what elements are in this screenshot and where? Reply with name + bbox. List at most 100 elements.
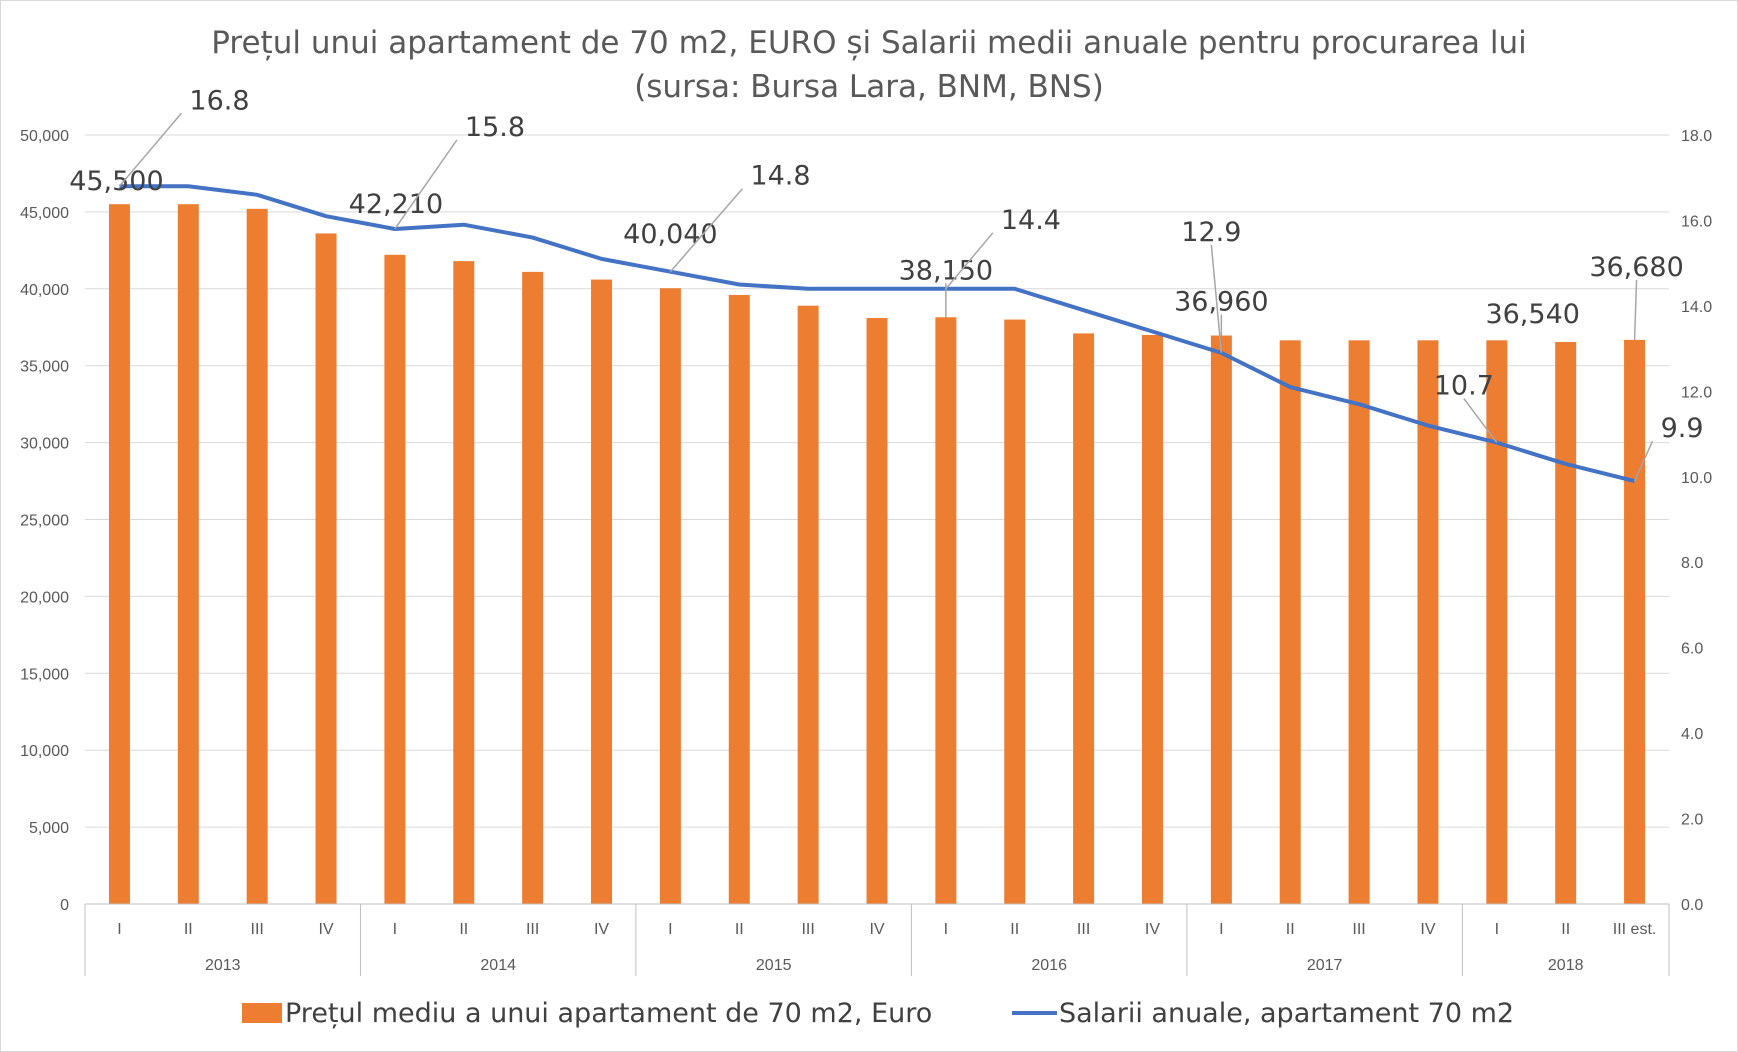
legend: Prețul mediu a unui apartament de 70 m2,… bbox=[242, 998, 1514, 1029]
chart-subtitle: (sursa: Bursa Lara, BNM, BNS) bbox=[634, 69, 1104, 105]
year-label: 2017 bbox=[1307, 957, 1343, 974]
data-label-leader bbox=[1210, 244, 1223, 353]
data-label: 36,540 bbox=[1485, 299, 1579, 330]
data-label: 10.7 bbox=[1434, 371, 1494, 402]
left-axis-tick-label: 25,000 bbox=[20, 513, 69, 530]
data-label-leader bbox=[1633, 440, 1654, 482]
left-axis-tick-label: 50,000 bbox=[20, 128, 69, 145]
category-tick-label: II bbox=[735, 921, 744, 938]
data-label-leader bbox=[118, 112, 183, 187]
category-tick-label: III bbox=[801, 921, 814, 938]
bar bbox=[728, 294, 750, 904]
right-axis-tick-label: 4.0 bbox=[1681, 726, 1703, 743]
left-axis-tick-label: 5,000 bbox=[29, 820, 69, 837]
bar bbox=[108, 204, 130, 904]
category-tick-label: IV bbox=[869, 921, 884, 938]
bar-series bbox=[108, 204, 1646, 905]
right-axis-tick-label: 8.0 bbox=[1681, 555, 1703, 572]
category-tick-label: IV bbox=[594, 921, 609, 938]
legend-swatch-bars bbox=[242, 1003, 282, 1023]
salary-line bbox=[119, 184, 1636, 483]
right-axis: 0.0 2.0 4.0 6.0 8.0 10.0 12.0 14.0 16.0 18.0 bbox=[1681, 128, 1712, 914]
bar bbox=[177, 204, 199, 904]
left-axis-tick-label: 40,000 bbox=[20, 282, 69, 299]
bar bbox=[659, 288, 681, 904]
bar bbox=[797, 305, 819, 904]
legend-label-line: Salarii anuale, apartament 70 m2 bbox=[1059, 998, 1514, 1029]
data-label: 42,210 bbox=[349, 189, 443, 220]
category-tick-label: II bbox=[184, 921, 193, 938]
year-label: 2014 bbox=[480, 957, 516, 974]
bar bbox=[866, 318, 888, 905]
category-tick-label: I bbox=[1495, 921, 1499, 938]
bar bbox=[1348, 340, 1370, 904]
data-label-leader bbox=[394, 139, 458, 230]
category-tick-label: II bbox=[1010, 921, 1019, 938]
left-axis-tick-label: 20,000 bbox=[20, 589, 69, 606]
data-label: 9.9 bbox=[1661, 413, 1704, 444]
year-label: 2015 bbox=[756, 957, 792, 974]
left-axis: 0 5,000 10,000 15,000 20,000 25,000 30,000 35,0… bbox=[20, 128, 69, 914]
category-tick-label: II bbox=[1561, 921, 1570, 938]
data-label: 36,960 bbox=[1174, 287, 1268, 318]
bar bbox=[1073, 333, 1095, 905]
data-label: 14.4 bbox=[1001, 205, 1061, 236]
bar bbox=[1210, 335, 1232, 905]
left-axis-tick-label: 30,000 bbox=[20, 436, 69, 453]
category-tick-label: III bbox=[1352, 921, 1365, 938]
bar bbox=[1417, 340, 1439, 904]
right-axis-tick-label: 14.0 bbox=[1681, 299, 1712, 316]
bar bbox=[1279, 340, 1301, 904]
left-axis-tick-label: 15,000 bbox=[20, 666, 69, 683]
data-label-leader bbox=[1463, 398, 1498, 444]
left-axis-tick-label: 0 bbox=[60, 897, 69, 914]
left-axis-tick-label: 10,000 bbox=[20, 743, 69, 760]
bar bbox=[1141, 334, 1163, 904]
bar bbox=[522, 271, 544, 905]
year-label: 2018 bbox=[1548, 957, 1584, 974]
right-axis-tick-label: 18.0 bbox=[1681, 128, 1712, 145]
data-label-leader bbox=[669, 188, 743, 273]
category-tick-label: I bbox=[668, 921, 672, 938]
bar bbox=[246, 208, 268, 905]
category-tick-label: IV bbox=[318, 921, 333, 938]
category-tick-label: IV bbox=[1145, 921, 1160, 938]
category-tick-label: I bbox=[1219, 921, 1223, 938]
bar bbox=[384, 254, 406, 905]
data-label-leader bbox=[1633, 279, 1638, 340]
category-tick-label: I bbox=[944, 921, 948, 938]
chart-title: Prețul unui apartament de 70 m2, EURO și… bbox=[211, 25, 1526, 61]
category-axis: I II III IV I II III IV I II III IV I II III IV I II III IV… bbox=[84, 903, 1670, 976]
line-series bbox=[119, 184, 1636, 483]
data-label: 12.9 bbox=[1181, 217, 1241, 248]
data-label: 16.8 bbox=[189, 85, 249, 116]
right-axis-tick-label: 6.0 bbox=[1681, 641, 1703, 658]
right-axis-tick-label: 10.0 bbox=[1681, 470, 1712, 487]
bar bbox=[453, 261, 475, 905]
right-axis-tick-label: 2.0 bbox=[1681, 812, 1703, 829]
bar bbox=[315, 233, 337, 904]
right-axis-tick-label: 0.0 bbox=[1681, 897, 1703, 914]
category-tick-label: III bbox=[1077, 921, 1090, 938]
category-tick-label: III est. bbox=[1613, 921, 1657, 938]
left-axis-tick-label: 35,000 bbox=[20, 359, 69, 376]
category-tick-label: I bbox=[117, 921, 121, 938]
data-label: 36,680 bbox=[1589, 252, 1683, 283]
data-label-leader bbox=[945, 232, 994, 290]
bar bbox=[591, 279, 613, 904]
category-tick-label: III bbox=[526, 921, 539, 938]
category-tick-label: III bbox=[251, 921, 264, 938]
bar bbox=[1004, 319, 1026, 904]
category-tick-label: II bbox=[1286, 921, 1295, 938]
year-label: 2016 bbox=[1031, 957, 1067, 974]
bar bbox=[1624, 339, 1646, 905]
category-tick-label: IV bbox=[1420, 921, 1435, 938]
data-label: 14.8 bbox=[750, 161, 810, 192]
data-label: 15.8 bbox=[465, 112, 525, 143]
bar bbox=[1555, 342, 1577, 905]
category-tick-label: II bbox=[459, 921, 468, 938]
legend-label-bars: Prețul mediu a unui apartament de 70 m2,… bbox=[285, 998, 932, 1029]
data-label: 45,500 bbox=[69, 166, 163, 197]
